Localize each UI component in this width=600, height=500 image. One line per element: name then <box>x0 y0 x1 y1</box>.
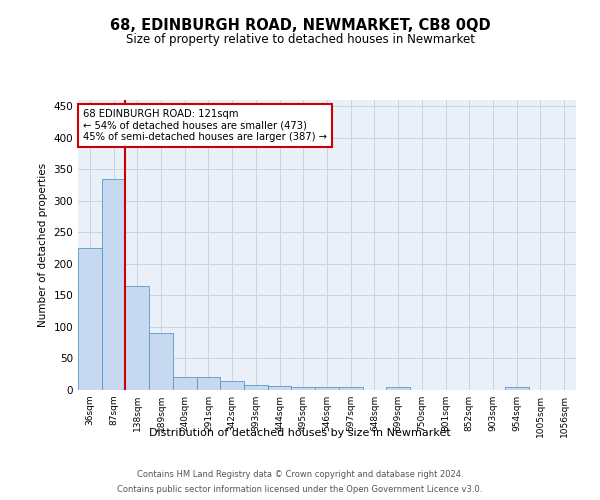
Bar <box>149 334 173 390</box>
Bar <box>268 386 292 390</box>
Text: 68, EDINBURGH ROAD, NEWMARKET, CB8 0QD: 68, EDINBURGH ROAD, NEWMARKET, CB8 0QD <box>110 18 490 32</box>
Text: Contains public sector information licensed under the Open Government Licence v3: Contains public sector information licen… <box>118 485 482 494</box>
Bar <box>339 388 362 390</box>
Text: Contains HM Land Registry data © Crown copyright and database right 2024.: Contains HM Land Registry data © Crown c… <box>137 470 463 479</box>
Bar <box>220 381 244 390</box>
Bar <box>102 179 125 390</box>
Bar <box>292 387 315 390</box>
Text: Size of property relative to detached houses in Newmarket: Size of property relative to detached ho… <box>125 32 475 46</box>
Bar <box>78 248 102 390</box>
Bar <box>125 286 149 390</box>
Text: 68 EDINBURGH ROAD: 121sqm
← 54% of detached houses are smaller (473)
45% of semi: 68 EDINBURGH ROAD: 121sqm ← 54% of detac… <box>83 108 327 142</box>
Bar <box>244 385 268 390</box>
Bar <box>197 377 220 390</box>
Bar <box>505 388 529 390</box>
Bar <box>315 388 339 390</box>
Bar <box>173 377 197 390</box>
Text: Distribution of detached houses by size in Newmarket: Distribution of detached houses by size … <box>149 428 451 438</box>
Bar <box>386 387 410 390</box>
Y-axis label: Number of detached properties: Number of detached properties <box>38 163 48 327</box>
